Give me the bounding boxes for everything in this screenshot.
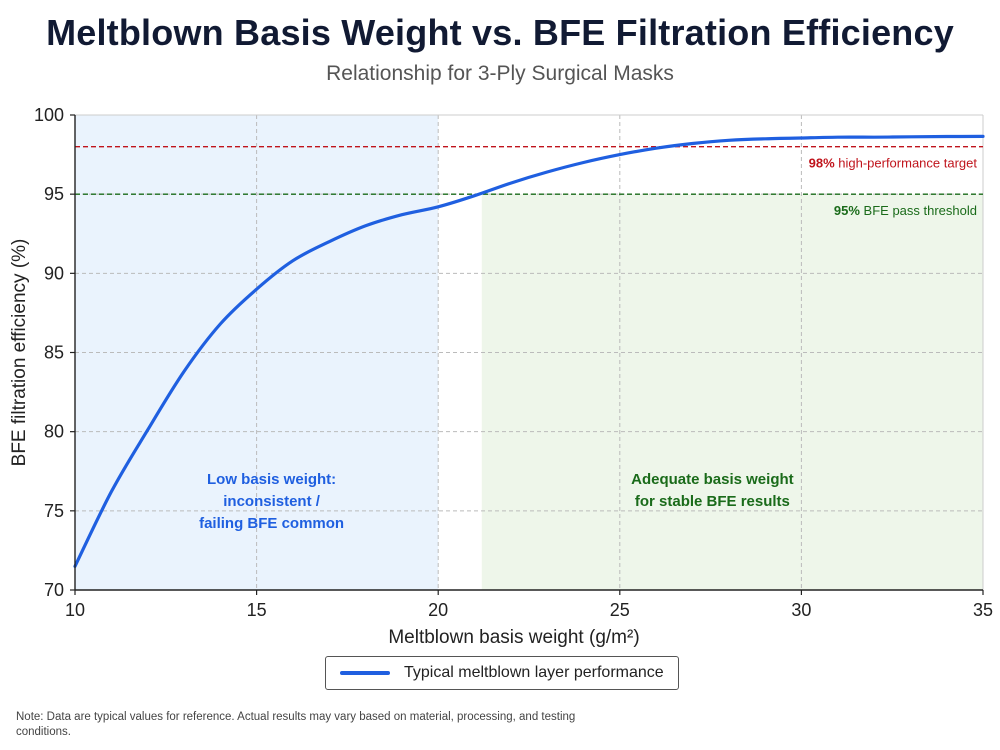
y-axis-label: BFE filtration efficiency (%) <box>9 239 30 467</box>
x-tick-label: 10 <box>65 600 85 620</box>
y-tick-label: 80 <box>44 422 64 442</box>
y-tick-label: 90 <box>44 263 64 283</box>
chart-title: Meltblown Basis Weight vs. BFE Filtratio… <box>46 12 954 53</box>
x-tick-label: 15 <box>247 600 267 620</box>
x-tick-label: 20 <box>428 600 448 620</box>
threshold-line-label: 95% BFE pass threshold <box>834 203 977 218</box>
legend-line-swatch <box>340 671 390 675</box>
legend-label: Typical meltblown layer performance <box>404 664 664 681</box>
y-tick-label: 75 <box>44 501 64 521</box>
chart-subtitle: Relationship for 3-Ply Surgical Masks <box>326 62 674 85</box>
x-axis-label: Meltblown basis weight (g/m²) <box>388 627 639 648</box>
low-zone-label: inconsistent / <box>223 493 321 510</box>
y-tick-label: 100 <box>34 105 64 125</box>
series-line-typical-performance <box>73 134 985 568</box>
adequate-zone-label: for stable BFE results <box>635 493 790 510</box>
footnote: Note: Data are typical values for refere… <box>16 711 576 738</box>
low-zone-label: failing BFE common <box>199 515 344 532</box>
x-tick-label: 35 <box>973 600 993 620</box>
y-tick-label: 85 <box>44 343 64 363</box>
adequate-zone-label: Adequate basis weight <box>631 471 794 488</box>
x-tick-label: 25 <box>610 600 630 620</box>
adequate-weight-zone <box>481 194 983 590</box>
chart-legend: Typical meltblown layer performance <box>325 656 679 690</box>
bfe-chart: 98% high-performance target 95% BFE pass … <box>9 105 993 648</box>
y-tick-label: 95 <box>44 184 64 204</box>
low-zone-label: Low basis weight: <box>207 471 336 488</box>
x-tick-label: 30 <box>791 600 811 620</box>
y-tick-label: 70 <box>44 580 64 600</box>
target-line-label: 98% high-performance target <box>809 156 978 171</box>
